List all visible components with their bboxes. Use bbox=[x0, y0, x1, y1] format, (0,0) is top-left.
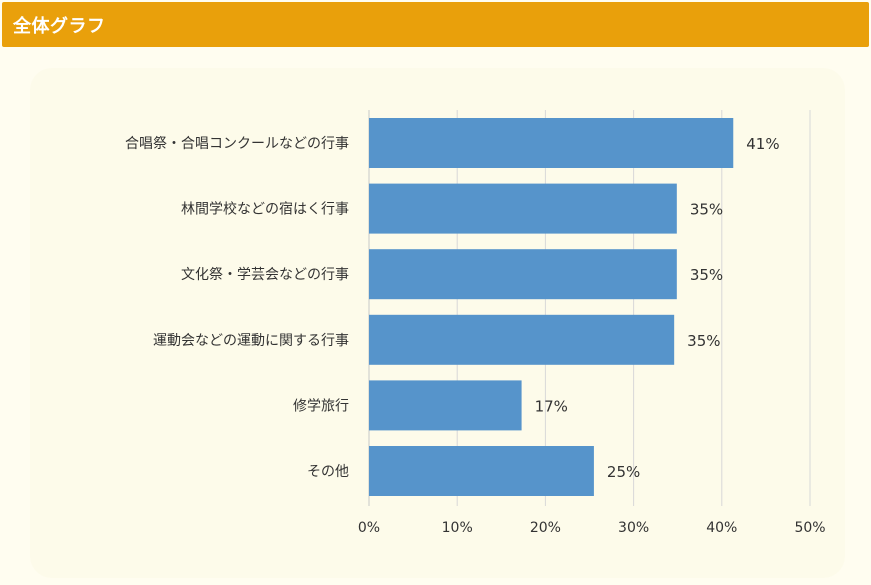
header-bar: 全体グラフ bbox=[2, 2, 869, 47]
bar-0 bbox=[369, 118, 734, 168]
bar-1 bbox=[369, 183, 677, 234]
x-tick-label-1: 10% bbox=[442, 520, 473, 536]
x-tick-label-4: 40% bbox=[706, 520, 737, 536]
value-label-2: 35% bbox=[690, 266, 723, 284]
bar-2 bbox=[369, 249, 677, 300]
category-label-2: 文化祭・学芸会などの行事 bbox=[181, 267, 349, 283]
category-label-3: 運動会などの運動に関する行事 bbox=[153, 333, 349, 349]
bar-3 bbox=[369, 314, 675, 365]
value-label-1: 35% bbox=[690, 201, 723, 219]
category-label-4: 修学旅行 bbox=[293, 398, 349, 414]
category-label-0: 合唱祭・合唱コンクールなどの行事 bbox=[125, 136, 349, 152]
grid-lines bbox=[368, 110, 811, 506]
x-tick-label-5: 50% bbox=[794, 520, 825, 536]
bar-4 bbox=[369, 380, 522, 431]
value-label-5: 25% bbox=[607, 463, 640, 481]
bars bbox=[369, 118, 734, 496]
value-label-4: 17% bbox=[535, 397, 568, 415]
value-label-3: 35% bbox=[687, 332, 720, 350]
bar-5 bbox=[369, 446, 594, 496]
labels: 0% 10% 20% 30% 40% 50% 合唱祭・合唱コンクールなどの行事 41% 林間学校… bbox=[125, 135, 826, 536]
category-label-1: 林間学校などの宿はく行事 bbox=[181, 201, 349, 218]
x-tick-label-3: 30% bbox=[618, 520, 649, 536]
value-label-0: 41% bbox=[746, 135, 779, 153]
category-label-5: その他 bbox=[307, 464, 349, 480]
x-tick-label-2: 20% bbox=[530, 520, 561, 536]
x-tick-label-0: 0% bbox=[358, 520, 380, 536]
page-title: 全体グラフ bbox=[13, 16, 106, 37]
